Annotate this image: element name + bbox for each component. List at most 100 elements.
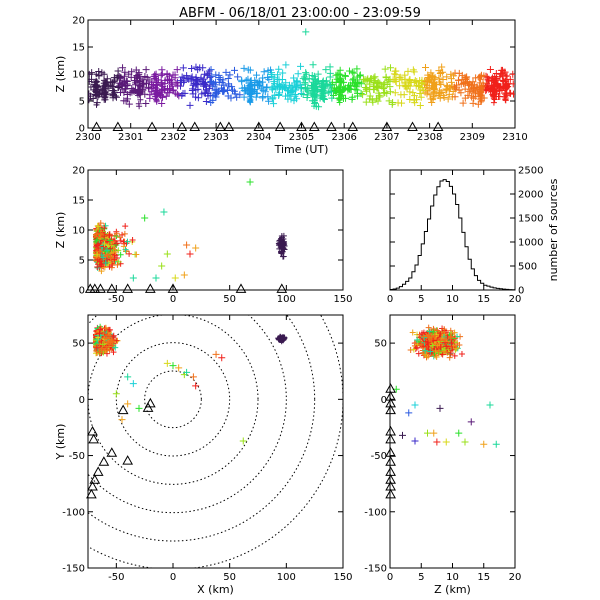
source-point bbox=[135, 404, 143, 412]
source-point bbox=[224, 92, 232, 100]
x-tick-label: 2301 bbox=[118, 132, 143, 143]
source-point bbox=[222, 68, 230, 76]
source-point bbox=[291, 83, 299, 91]
source-point bbox=[280, 232, 287, 239]
source-point bbox=[102, 259, 109, 266]
source-point bbox=[509, 80, 515, 88]
source-point bbox=[183, 75, 191, 83]
x-axis-label: Z (km) bbox=[434, 583, 471, 596]
source-point bbox=[489, 77, 496, 84]
x-tick-label: -50 bbox=[108, 294, 124, 305]
ground-station-marker bbox=[235, 283, 247, 293]
source-point bbox=[157, 71, 165, 79]
x-tick-label: 2305 bbox=[289, 132, 314, 143]
source-point bbox=[451, 329, 458, 336]
source-point bbox=[478, 89, 485, 96]
source-point bbox=[409, 329, 416, 336]
plot-frame bbox=[87, 169, 344, 291]
source-point bbox=[311, 76, 318, 83]
source-point bbox=[326, 81, 334, 89]
source-point bbox=[107, 338, 114, 345]
source-point bbox=[433, 438, 441, 446]
ground-station-marker bbox=[146, 121, 158, 131]
ground-station-marker bbox=[122, 283, 134, 293]
ground-station-marker bbox=[385, 433, 396, 444]
source-point bbox=[175, 364, 183, 372]
source-point bbox=[357, 80, 365, 88]
source-point bbox=[142, 66, 150, 74]
source-point bbox=[198, 78, 206, 86]
x-tick-label: 2304 bbox=[246, 132, 271, 143]
source-point bbox=[472, 74, 480, 82]
ground-station-marker bbox=[385, 456, 396, 466]
source-point bbox=[483, 73, 491, 81]
source-point bbox=[112, 249, 119, 256]
source-point bbox=[275, 80, 283, 88]
source-point bbox=[422, 351, 429, 358]
source-point bbox=[213, 85, 221, 93]
source-point bbox=[366, 92, 374, 100]
source-point bbox=[101, 240, 108, 247]
source-point bbox=[359, 91, 367, 99]
source-point bbox=[129, 380, 137, 388]
source-point bbox=[123, 247, 130, 254]
source-point bbox=[409, 66, 417, 74]
source-point bbox=[437, 80, 445, 88]
source-point bbox=[97, 326, 104, 333]
source-point bbox=[438, 63, 446, 71]
ground-station-marker bbox=[347, 121, 359, 131]
source-point bbox=[421, 334, 428, 341]
plot-area bbox=[92, 178, 288, 282]
source-point bbox=[345, 67, 353, 75]
source-point bbox=[280, 83, 288, 91]
source-point bbox=[399, 431, 406, 439]
source-point bbox=[112, 390, 120, 398]
source-point bbox=[160, 208, 168, 216]
source-point bbox=[133, 251, 140, 258]
source-point bbox=[94, 93, 101, 100]
source-point bbox=[275, 90, 283, 98]
ground-station-marker bbox=[385, 425, 396, 436]
source-point bbox=[292, 79, 300, 87]
source-point bbox=[424, 429, 431, 437]
source-point bbox=[103, 81, 110, 88]
source-point bbox=[413, 344, 420, 351]
source-point bbox=[461, 94, 469, 102]
source-point bbox=[380, 89, 388, 97]
range-ring bbox=[115, 342, 231, 457]
source-point bbox=[439, 75, 447, 83]
source-point bbox=[442, 85, 450, 93]
source-point bbox=[107, 255, 114, 262]
y-tick-label: -50 bbox=[69, 451, 85, 462]
plot-area bbox=[392, 324, 500, 448]
ground-station-marker bbox=[176, 121, 188, 131]
ground-station-marker bbox=[385, 391, 396, 401]
source-point bbox=[158, 80, 166, 88]
source-point bbox=[110, 332, 117, 339]
source-point bbox=[455, 69, 463, 77]
source-point bbox=[443, 73, 451, 81]
source-point bbox=[215, 71, 223, 79]
source-point bbox=[326, 69, 334, 77]
source-point bbox=[88, 90, 93, 98]
x-tick-label: 20 bbox=[509, 294, 522, 305]
ground-station-marker bbox=[407, 121, 418, 131]
x-tick-label: 50 bbox=[223, 294, 236, 305]
source-point bbox=[405, 77, 413, 85]
source-point bbox=[240, 93, 248, 101]
source-point bbox=[257, 85, 265, 93]
source-point bbox=[279, 69, 287, 77]
source-point bbox=[379, 83, 387, 91]
source-point bbox=[173, 66, 181, 74]
source-point bbox=[410, 92, 418, 100]
source-point bbox=[419, 86, 427, 94]
source-point bbox=[220, 88, 228, 96]
x-tick-label: 0 bbox=[387, 294, 393, 305]
source-point bbox=[260, 68, 268, 76]
source-point bbox=[430, 329, 437, 336]
source-point bbox=[163, 250, 171, 258]
source-point bbox=[194, 94, 202, 102]
source-point bbox=[102, 82, 109, 89]
ground-station-marker bbox=[326, 121, 337, 131]
source-point bbox=[166, 86, 174, 94]
